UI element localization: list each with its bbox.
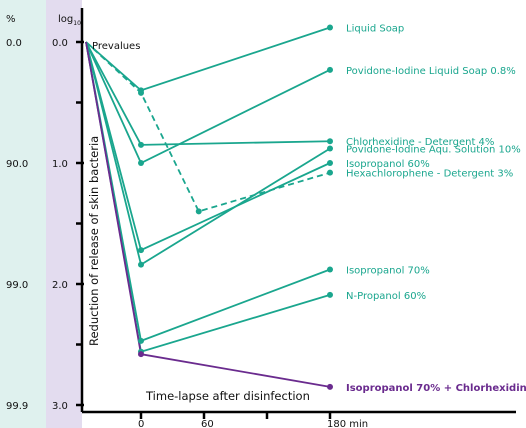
data-point	[138, 351, 144, 358]
data-point	[195, 208, 202, 215]
x-tick-label: 0	[138, 419, 144, 428]
series-label: Isopropanol 60%	[346, 159, 430, 170]
series-label: Liquid Soap	[346, 23, 404, 34]
log-header: log10	[58, 14, 81, 27]
log-band	[46, 0, 82, 428]
series-points	[138, 24, 333, 390]
percent-header: %	[6, 14, 16, 25]
prevalues-label: Prevalues	[92, 41, 140, 52]
percent-tick-label: 99.0	[6, 280, 28, 291]
series-label: Povidone-Iodine Aqu. Solution 10%	[346, 144, 521, 155]
data-point	[138, 261, 144, 268]
series-label: Chlorhexidine - Detergent 4%	[346, 137, 494, 148]
log-tick-label: 2.0	[52, 280, 68, 291]
x-tick-label: 180 min	[327, 419, 368, 428]
percent-tick-label: 90.0	[6, 159, 28, 170]
series-label: Isopropanol 70%	[346, 265, 430, 276]
percent-tick-label: 0.0	[6, 38, 22, 49]
data-point	[327, 145, 333, 152]
series-label: Povidone-Iodine Liquid Soap 0.8%	[346, 66, 516, 77]
x-ticks: 0 60 180 min	[138, 412, 368, 428]
log-tick-label: 0.0	[52, 38, 68, 49]
series-label: Isopropanol 70% + Chlorhexidine 0.5%	[346, 383, 526, 394]
x-axis-title: Time-lapse after disinfection	[145, 389, 310, 403]
data-point	[327, 266, 333, 273]
data-point	[138, 160, 144, 166]
series-line	[85, 41, 331, 213]
series-lines	[85, 26, 331, 388]
data-point	[327, 169, 333, 176]
series-label: Hexachlorophene - Detergent 3%	[346, 169, 513, 180]
data-point	[327, 138, 333, 145]
percent-band	[0, 0, 46, 428]
data-point	[138, 89, 144, 96]
percent-ticks: 0.0 90.0 99.0 99.9	[6, 38, 28, 412]
percent-tick-label: 99.9	[6, 401, 28, 412]
x-tick-label: 60	[201, 419, 214, 428]
series-line	[85, 26, 331, 92]
data-point	[138, 141, 144, 148]
data-point	[327, 383, 333, 390]
series-line	[85, 41, 331, 165]
data-point	[327, 24, 333, 31]
series-label: N-Propanol 60%	[346, 291, 426, 302]
y-axis-title: Reduction of release of skin bacteria	[87, 136, 101, 346]
data-point	[327, 160, 333, 166]
data-point	[138, 247, 144, 254]
data-point	[327, 66, 333, 73]
log-tick-label: 3.0	[52, 401, 68, 412]
series-labels: Liquid Soap Povidone-Iodine Liquid Soap 0…	[346, 23, 526, 393]
series-line	[85, 41, 331, 388]
data-point	[327, 291, 333, 298]
data-point	[138, 337, 144, 344]
log-tick-label: 1.0	[52, 159, 68, 170]
